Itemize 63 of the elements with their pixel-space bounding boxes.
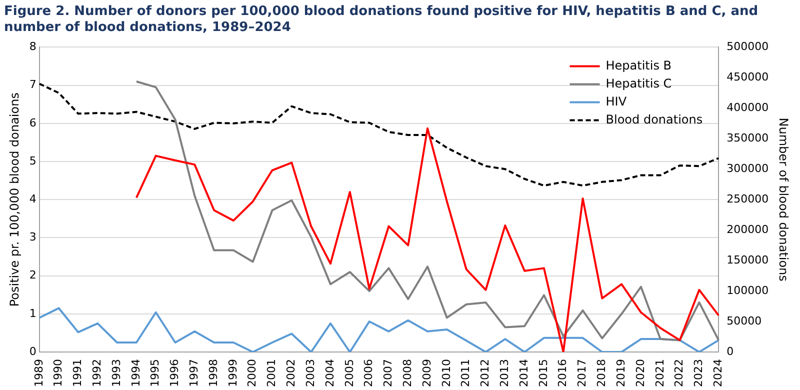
x-tick-label: 2017 <box>576 359 589 388</box>
y2-tick-label: 100000 <box>726 284 769 297</box>
x-tick-label: 2020 <box>634 359 647 388</box>
x-tick-label: 2019 <box>614 359 628 388</box>
x-tick-label: 1991 <box>71 359 84 388</box>
x-tick-label: 1990 <box>52 359 65 388</box>
y2-tick-label: 400000 <box>726 101 769 114</box>
y-tick-label: 4 <box>29 192 36 206</box>
x-tick-label: 2005 <box>342 359 356 388</box>
x-tick-label: 1992 <box>90 359 104 388</box>
x-tick-label: 2001 <box>265 359 278 388</box>
x-tick-label: 2006 <box>362 359 376 388</box>
y2-tick-label: 0 <box>726 344 734 358</box>
x-tick-label: 2015 <box>536 359 550 388</box>
x-tick-label: 2018 <box>595 359 608 388</box>
y-tick-label: 2 <box>29 268 36 282</box>
x-tick-label: 2023 <box>692 359 706 388</box>
x-tick-label: 2002 <box>284 359 298 388</box>
x-tick-label: 2016 <box>556 359 570 388</box>
x-tick-label: 1989 <box>32 359 46 388</box>
x-tick-label: 2022 <box>672 359 686 388</box>
y-tick-label: 0 <box>29 344 36 358</box>
y-axis-title: Positive pr. 100,000 blood donaions <box>7 92 22 307</box>
y-tick-label: 8 <box>29 40 36 54</box>
x-tick-label: 2003 <box>304 359 317 388</box>
x-tick-label: 1998 <box>206 359 220 388</box>
x-tick-label: 1993 <box>110 359 123 388</box>
chart-title: Figure 2. Number of donors per 100,000 blood donations found positive for HIV, hepatitis B and C, and number of blood donations, 1989–2024 <box>4 4 758 35</box>
y2-axis-title: Number of blood donations <box>776 118 791 282</box>
x-tick-label: 2008 <box>400 359 414 388</box>
x-tick-label: 1997 <box>188 359 201 388</box>
x-tick-label: 2010 <box>440 359 453 388</box>
x-tick-label: 2014 <box>517 359 530 388</box>
y-tick-label: 1 <box>29 306 36 320</box>
y2-tick-label: 300000 <box>726 162 769 175</box>
x-tick-label: 2012 <box>478 359 492 388</box>
y2-tick-label: 350000 <box>726 132 769 144</box>
x-tick-label: 2007 <box>382 359 395 388</box>
y-tick-label: 3 <box>29 230 36 244</box>
x-tick-label: 2011 <box>459 359 472 388</box>
y2-tick-label: 250000 <box>726 192 769 206</box>
y2-tick-label: 50000 <box>726 314 762 328</box>
legend-label: HIV <box>606 94 628 108</box>
x-tick-label: 1996 <box>168 359 182 388</box>
x-tick-label: 2000 <box>246 359 259 388</box>
legend-label: Hepatitis B <box>606 58 672 72</box>
x-tick-label: 2009 <box>420 359 434 388</box>
x-tick-label: 2004 <box>323 359 336 388</box>
x-tick-label: 1994 <box>129 359 142 388</box>
y-tick-label: 5 <box>29 154 36 168</box>
x-tick-label: 1999 <box>226 359 240 388</box>
x-tick-label: 2024 <box>711 359 724 388</box>
x-tick-label: 2013 <box>498 359 511 388</box>
x-tick-label: 1995 <box>148 359 162 388</box>
x-tick-label: 2021 <box>653 359 666 388</box>
y2-tick-label: 500000 <box>726 40 769 54</box>
y2-tick-label: 150000 <box>726 253 769 266</box>
y2-tick-label: 200000 <box>726 222 769 236</box>
y-tick-label: 6 <box>29 116 36 130</box>
y-tick-label: 7 <box>29 78 36 92</box>
legend-label: Blood donations <box>606 112 703 126</box>
y2-tick-label: 450000 <box>726 70 769 84</box>
legend-label: Hepatitis C <box>606 76 672 90</box>
